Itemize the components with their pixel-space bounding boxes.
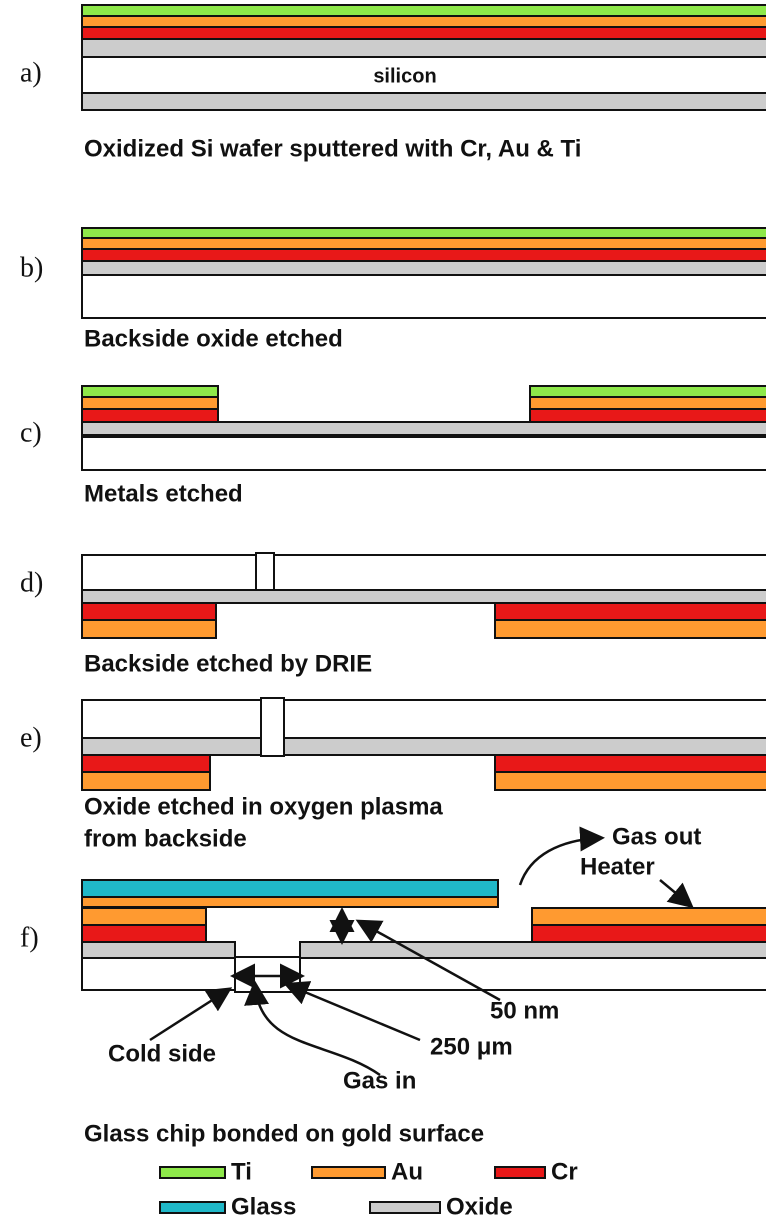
legend-label: Ti bbox=[231, 1158, 252, 1185]
caption: Oxidized Si wafer sputtered with Cr, Au … bbox=[84, 135, 581, 162]
legend-label: Glass bbox=[231, 1193, 296, 1220]
layer-label: silicon bbox=[373, 65, 436, 87]
panel-a: silicon a) Oxidized Si wafer sputtered w… bbox=[20, 5, 766, 162]
legend-swatch bbox=[160, 1202, 225, 1213]
diagram: silicon a) Oxidized Si wafer sputtered w… bbox=[0, 0, 766, 1226]
legend-swatch bbox=[312, 1167, 385, 1178]
panel-label: c) bbox=[20, 417, 42, 448]
caption: Backside oxide etched bbox=[84, 325, 343, 352]
annotation: Gas in bbox=[343, 1067, 416, 1094]
legend-swatch bbox=[495, 1167, 545, 1178]
legend-swatch bbox=[370, 1202, 440, 1213]
annotation: Heater bbox=[580, 853, 655, 880]
legend-label: Oxide bbox=[446, 1193, 513, 1220]
panel-label: a) bbox=[20, 57, 42, 88]
panel-label: b) bbox=[20, 252, 43, 283]
panel-label: e) bbox=[20, 722, 42, 753]
panel-label: d) bbox=[20, 567, 43, 598]
legend-label: Au bbox=[391, 1158, 423, 1185]
caption: Glass chip bonded on gold surface bbox=[84, 1120, 484, 1147]
panel-b: b) Backside oxide etched bbox=[20, 228, 766, 352]
annotation: 50 nm bbox=[490, 997, 559, 1024]
annotation: Gas out bbox=[612, 823, 701, 850]
caption: from backside bbox=[84, 825, 247, 852]
caption: Backside etched by DRIE bbox=[84, 650, 372, 677]
panel-label: f) bbox=[20, 922, 39, 953]
legend: Ti Au Cr Glass Oxide bbox=[160, 1158, 578, 1220]
legend-label: Cr bbox=[551, 1158, 578, 1185]
caption: Oxide etched in oxygen plasma bbox=[84, 793, 443, 820]
panel-c: c) Metals etched bbox=[20, 386, 766, 507]
panel-d: d) Backside etched by DRIE bbox=[20, 553, 766, 677]
annotation: Cold side bbox=[108, 1040, 216, 1067]
caption: Metals etched bbox=[84, 480, 243, 507]
legend-swatch bbox=[160, 1167, 225, 1178]
annotation: 250 μm bbox=[430, 1033, 513, 1060]
panel-f: Gas out Heater 50 nm 250 μm Cold side Ga… bbox=[20, 823, 766, 1147]
